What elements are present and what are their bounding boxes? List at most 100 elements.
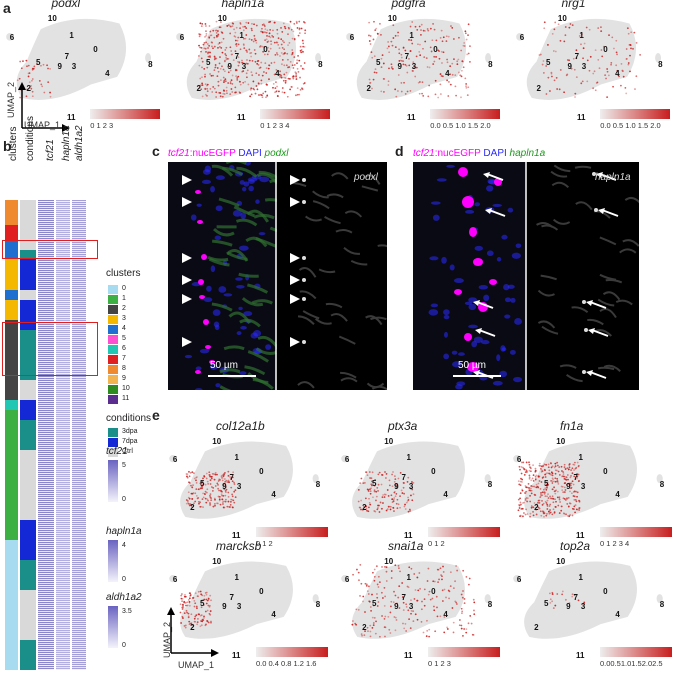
expression-dot — [546, 472, 548, 474]
expression-dot — [388, 484, 391, 487]
tissue-texture — [537, 320, 556, 329]
expression-dot — [376, 596, 379, 599]
expression-dot — [229, 82, 232, 85]
dapi-nucleus — [496, 354, 501, 362]
expression-dot — [223, 93, 226, 95]
expression-dot — [405, 630, 408, 632]
expression-dot — [555, 506, 557, 508]
expression-dot — [430, 50, 433, 53]
expression-dot — [377, 575, 380, 578]
expression-dot — [204, 83, 207, 86]
expression-dot — [381, 597, 384, 599]
expression-dot — [275, 41, 278, 44]
expression-dot — [191, 486, 194, 489]
expression-dot — [188, 592, 191, 595]
expression-dot — [439, 83, 442, 86]
expression-dot — [554, 477, 557, 480]
umap-cluster-label: 0 — [603, 45, 608, 55]
umap-x-axis-label: UMAP_1 — [178, 660, 215, 670]
dapi-nucleus — [478, 284, 489, 290]
expression-dot — [458, 624, 461, 627]
umap-cluster-label: 3 — [236, 602, 242, 612]
expression-dot — [392, 498, 395, 501]
umap-cluster-label: 6 — [349, 33, 355, 42]
expression-dot — [550, 466, 553, 469]
expression-dot — [564, 468, 567, 470]
umap-main-cloud — [352, 561, 465, 639]
expression-dot — [207, 621, 210, 624]
expression-dot — [20, 67, 23, 70]
expression-colorbar — [90, 109, 160, 119]
expression-dot — [544, 491, 547, 494]
expression-dot — [195, 479, 197, 482]
umap-cluster-label: 10 — [212, 556, 222, 566]
signal-spot — [302, 278, 306, 282]
expression-dot — [449, 65, 452, 68]
expression-dot — [202, 619, 205, 622]
legend-cluster-swatch — [108, 325, 118, 334]
expression-dot — [523, 468, 526, 471]
expression-dot — [446, 61, 449, 64]
expression-dot — [546, 485, 548, 488]
umap-gene-title: ptx3a — [388, 419, 418, 433]
dapi-nucleus — [499, 370, 508, 378]
expression-dot — [545, 502, 548, 504]
arrow-marker — [478, 329, 496, 337]
expression-dot — [257, 63, 260, 66]
expression-dot — [446, 628, 449, 630]
expression-dot — [198, 35, 201, 38]
expression-dot — [369, 490, 372, 493]
umap-plot-top2a — [513, 561, 663, 639]
expression-dot — [227, 470, 230, 473]
expression-dot — [370, 483, 373, 486]
expression-dot — [185, 609, 188, 612]
expression-dot — [295, 94, 297, 97]
expression-dot — [299, 45, 302, 48]
expression-dot — [260, 30, 263, 33]
expression-dot — [192, 597, 194, 599]
expression-dot — [613, 47, 615, 50]
expression-dot — [525, 490, 528, 493]
expression-dot — [299, 88, 302, 91]
expression-dot — [374, 68, 377, 71]
tcf21-nucleus — [197, 220, 203, 224]
umap-cluster-label: 2 — [362, 503, 367, 513]
expression-dot — [380, 66, 383, 69]
expression-dot — [209, 475, 211, 478]
expression-dot — [219, 503, 222, 506]
umap-cluster-6-cloud — [513, 455, 521, 463]
expression-dot — [541, 491, 544, 494]
expression-dot — [182, 606, 185, 609]
expression-dot — [200, 57, 203, 60]
expression-dot — [204, 75, 206, 78]
expression-dot — [221, 95, 224, 98]
expression-dot — [370, 480, 373, 483]
expression-dot — [389, 632, 392, 634]
expression-dot — [553, 79, 556, 82]
expression-dot — [465, 85, 467, 88]
expression-dot — [559, 69, 562, 71]
tissue-fiber — [225, 162, 247, 165]
expression-dot — [245, 49, 248, 52]
expression-dot — [190, 613, 193, 616]
expression-dot — [556, 490, 559, 493]
expression-dot — [606, 96, 609, 99]
expression-dot — [195, 488, 198, 491]
expression-dot — [408, 508, 411, 511]
expression-dot — [428, 635, 431, 638]
arrow-marker — [589, 371, 607, 379]
expression-dot — [237, 60, 239, 63]
umap-cluster-label: 7 — [234, 52, 240, 62]
umap-cluster-8-cloud — [312, 474, 319, 484]
expression-dot — [368, 40, 371, 42]
expression-dot — [576, 472, 578, 475]
expression-dot — [217, 495, 220, 498]
expression-dot — [229, 69, 232, 72]
expression-dot — [219, 95, 222, 98]
expression-dot — [384, 493, 387, 496]
expression-dot — [445, 596, 447, 599]
expression-dot — [209, 610, 212, 613]
expression-dot — [363, 505, 365, 508]
expression-dot — [407, 496, 409, 499]
expression-dot — [244, 80, 247, 83]
